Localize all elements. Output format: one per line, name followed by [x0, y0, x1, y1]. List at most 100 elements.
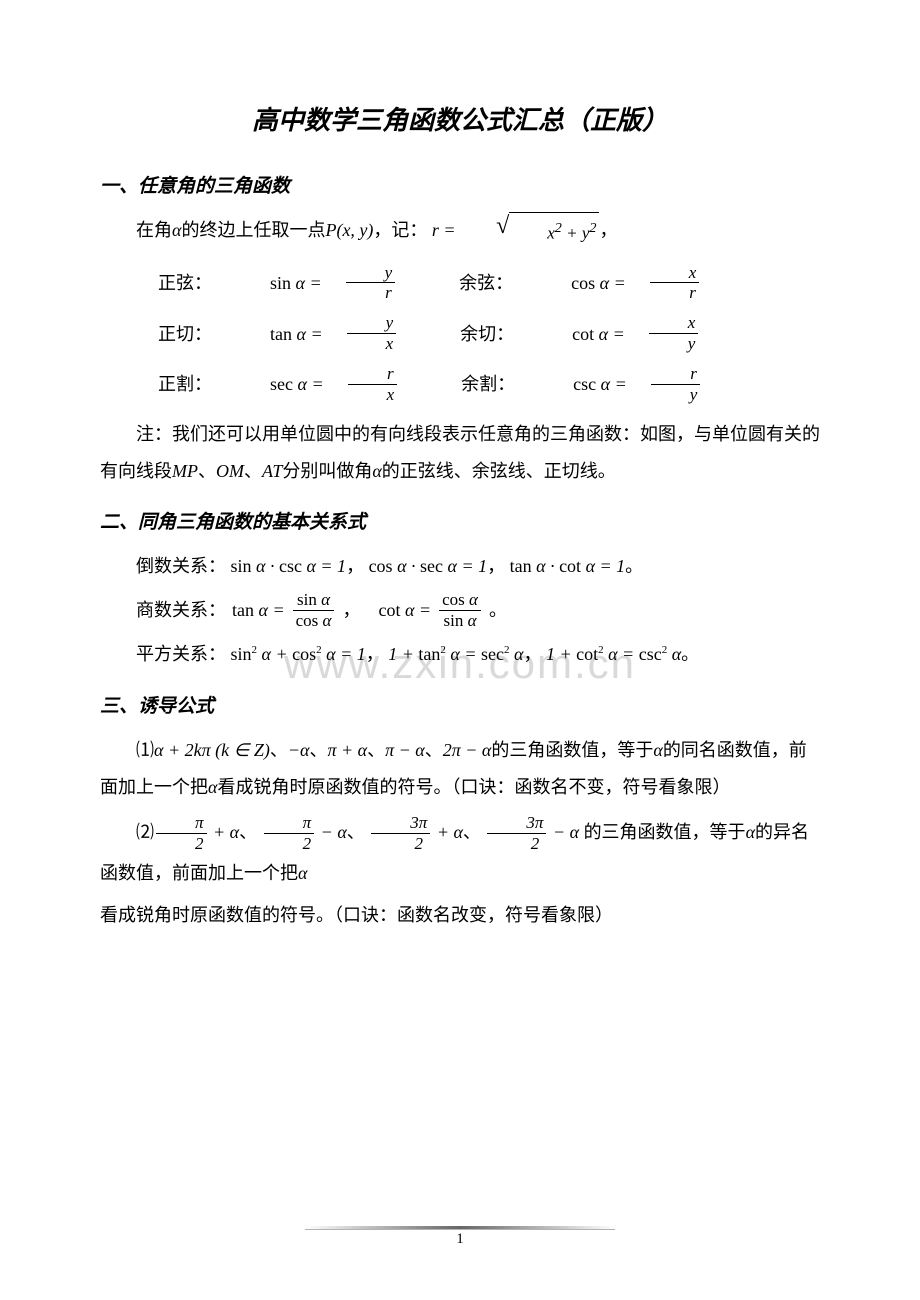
- sep: ，: [366, 644, 384, 664]
- sep: 、: [239, 822, 257, 842]
- s1-row-sec-csc: 正割： sec α = r x 余割： csc α = r y: [100, 365, 820, 404]
- frac-y-over-r: y r: [346, 264, 396, 303]
- p2-num: ⑵: [136, 822, 154, 842]
- den: 2: [156, 834, 207, 853]
- p2-f1-after: + α: [209, 822, 240, 842]
- sq-f2: 1 + tan2 α = sec2 α: [388, 644, 523, 664]
- sep: ，: [523, 644, 541, 664]
- s1-row-tan-cot: 正切： tan α = y x 余切： cot α = x y: [100, 314, 820, 353]
- label-sec: 正割：: [158, 366, 212, 402]
- num: x: [650, 264, 700, 284]
- p2-f3-after: + α: [432, 822, 463, 842]
- fn-sec: sec α =: [234, 366, 324, 402]
- label-csc: 余割：: [461, 366, 515, 402]
- p2-alpha2: α: [298, 863, 307, 883]
- note-alpha: α: [372, 461, 381, 481]
- rec-f2: cos α · sec α = 1: [369, 556, 488, 576]
- note-OM: OM: [216, 461, 244, 481]
- den: 2: [264, 834, 315, 853]
- p1-t4: π − α: [385, 740, 425, 760]
- quot-tan-lhs: tan α =: [232, 592, 285, 629]
- quot-cot-lhs: cot α =: [378, 592, 431, 629]
- p1-mid: 的三角函数值，等于: [491, 740, 653, 760]
- rec-f1: sin α · csc α = 1: [231, 556, 347, 576]
- num: sin α: [293, 591, 335, 611]
- sep: 、: [463, 822, 481, 842]
- sep: 、: [309, 740, 327, 760]
- label-sin: 正弦：: [158, 265, 212, 301]
- den: cos α: [293, 611, 335, 630]
- p2-tail2: 看成锐角时原函数值的符号。（口诀：函数名改变，符号看象限）: [100, 905, 613, 925]
- s1-r-eq: r =: [432, 220, 456, 240]
- num: y: [347, 314, 397, 334]
- den: 2: [371, 834, 430, 853]
- sep: ，: [346, 556, 364, 576]
- label-cot: 余切：: [460, 316, 514, 352]
- reciprocal-label: 倒数关系：: [136, 556, 226, 576]
- frac-pi-2-a: π2: [156, 814, 207, 853]
- page-number: 1: [0, 1231, 920, 1248]
- frac-sin-over-cos: sin α cos α: [293, 591, 335, 630]
- p2-f4-after: − α: [548, 822, 579, 842]
- fn-csc: csc α =: [537, 366, 627, 402]
- fn-cos: cos α =: [535, 265, 626, 301]
- frac-3pi-2-b: 3π2: [487, 814, 546, 853]
- den: r: [346, 283, 396, 302]
- num: r: [651, 365, 701, 385]
- note-3: 的正弦线、余弦线、正切线。: [382, 461, 616, 481]
- den: y: [649, 334, 699, 353]
- sep: ，: [342, 592, 360, 629]
- p2-f2-after: − α: [316, 822, 347, 842]
- section-2-heading: 二、同角三角函数的基本关系式: [100, 507, 820, 534]
- page-content: 高中数学三角函数公式汇总（正版） 一、任意角的三角函数 在角α的终边上任取一点P…: [100, 100, 820, 936]
- fn-tan: tan α =: [234, 316, 323, 352]
- sep: 、: [367, 740, 385, 760]
- num: x: [649, 314, 699, 334]
- p1-t5: 2π − α: [443, 740, 492, 760]
- den: r: [650, 283, 700, 302]
- num: r: [348, 365, 398, 385]
- frac-x-over-r: x r: [650, 264, 700, 303]
- s1-intro-mid: 的终边上任取一点: [181, 220, 325, 240]
- s1-row-sin-cos: 正弦： sin α = y r 余弦： cos α = x r: [100, 264, 820, 303]
- p1-tail2: 看成锐角时原函数值的符号。（口诀：函数名不变，符号看象限）: [217, 777, 730, 797]
- num: y: [346, 264, 396, 284]
- fn-sin: sin α =: [234, 265, 322, 301]
- den: sin α: [439, 611, 481, 630]
- num: π: [156, 814, 207, 834]
- s1-note: 注：我们还可以用单位圆中的有向线段表示任意角的三角函数：如图，与单位圆有关的有向…: [100, 416, 820, 490]
- s2-reciprocal: 倒数关系： sin α · csc α = 1， cos α · sec α =…: [100, 548, 820, 585]
- page: www.zxin.com.cn 高中数学三角函数公式汇总（正版） 一、任意角的三…: [0, 0, 920, 1300]
- section-3-heading: 三、诱导公式: [100, 691, 820, 718]
- s3-p1: ⑴α + 2kπ (k ∈ Z)、−α、π + α、π − α、2π − α的三…: [100, 732, 820, 806]
- fn-cot: cot α =: [536, 316, 625, 352]
- sep: 、: [270, 740, 288, 760]
- note-AT: AT: [262, 461, 282, 481]
- frac-r-over-y: r y: [651, 365, 701, 404]
- frac-y-over-x: y x: [347, 314, 397, 353]
- frac-x-over-y: x y: [649, 314, 699, 353]
- s1-intro-end: ，: [599, 220, 617, 240]
- p1-alpha: α: [653, 740, 662, 760]
- s1-intro-comma: ，记：: [373, 220, 427, 240]
- sqrt-icon: √ x2 + y2: [460, 212, 599, 252]
- footer-rule-icon: [305, 1226, 615, 1229]
- sep: 、: [347, 822, 365, 842]
- num: 3π: [487, 814, 546, 834]
- s1-intro-pre: 在角: [136, 220, 172, 240]
- sep: ，: [487, 556, 505, 576]
- den: 2: [487, 834, 546, 853]
- end: 。: [681, 644, 699, 664]
- den: x: [348, 385, 398, 404]
- sq-label: 平方关系：: [136, 644, 226, 664]
- s3-p2: ⑵π2 + α、 π2 − α、 3π2 + α、 3π2 − α 的三角函数值…: [100, 812, 820, 936]
- sq-f1: sin2 α + cos2 α = 1: [231, 644, 366, 664]
- p2-mid: 的三角函数值，等于: [584, 822, 746, 842]
- s2-square: 平方关系： sin2 α + cos2 α = 1， 1 + tan2 α = …: [100, 636, 820, 673]
- den: y: [651, 385, 701, 404]
- sq-f3: 1 + cot2 α = csc2 α: [546, 644, 681, 664]
- rec-f3: tan α · cot α = 1: [510, 556, 626, 576]
- num: 3π: [371, 814, 430, 834]
- p1-num: ⑴: [136, 740, 154, 760]
- p1-t3: π + α: [327, 740, 367, 760]
